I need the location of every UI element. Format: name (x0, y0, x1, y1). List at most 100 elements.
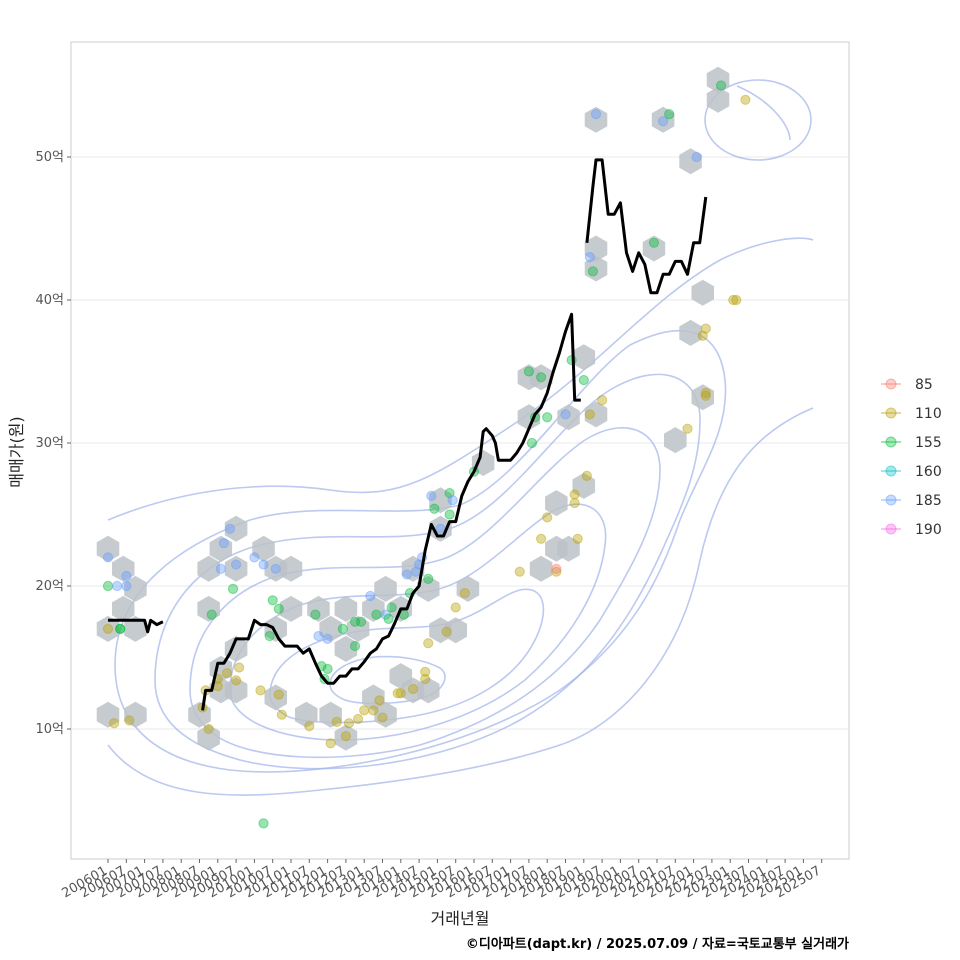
hexbin-cell (529, 364, 553, 391)
hexbin-cell (529, 555, 553, 582)
data-point (115, 623, 126, 635)
data-point (447, 495, 458, 506)
source-caption: ©디아파트(dapt.kr) / 2025.07.09 / 자료=국토교통부 실… (466, 936, 849, 952)
data-point (658, 116, 669, 127)
hexbin-cell (471, 450, 495, 476)
y-tick-label: 50억 (35, 150, 64, 165)
legend-key-dot (885, 494, 897, 506)
contour-line (107, 237, 814, 521)
data-point (386, 602, 397, 613)
hexbin-cell (197, 595, 220, 622)
data-point (648, 237, 660, 248)
data-point (691, 151, 702, 163)
data-point (441, 626, 452, 637)
hexbin-cell (374, 575, 397, 602)
hexbin-cell (584, 106, 608, 133)
hexbin-cell (651, 106, 675, 133)
data-point (429, 503, 440, 514)
hexbin-cell (362, 595, 385, 622)
hexbin-layer (96, 66, 730, 751)
data-point (102, 552, 114, 563)
contour-line (329, 655, 446, 705)
data-point (349, 640, 361, 652)
data-point (304, 721, 315, 732)
hexbin-cell (252, 535, 275, 562)
data-point (560, 409, 571, 420)
data-point (206, 609, 217, 620)
hexbin-cell (334, 595, 358, 622)
x-axis: 2006012006072007012007072008012008072009… (60, 859, 824, 901)
data-point (401, 569, 412, 580)
hexbin-cell (209, 535, 233, 562)
hexbin-cell (124, 575, 147, 602)
data-point (420, 673, 431, 685)
data-point (356, 616, 367, 627)
data-point (322, 663, 333, 675)
hexbin-cell (584, 255, 608, 282)
legend-label: 160 (915, 464, 942, 480)
data-point (121, 580, 132, 592)
y-tick-label: 30억 (35, 436, 64, 451)
contour-line (736, 85, 791, 141)
data-point (234, 662, 245, 673)
hexbin-cell (642, 235, 666, 262)
hexbin-cell (224, 515, 248, 542)
data-point (221, 668, 233, 679)
hexbin-cell (417, 677, 440, 704)
data-point (426, 490, 437, 502)
hexbin-cell (188, 701, 211, 728)
data-point (587, 266, 599, 277)
legend-key-dot (885, 407, 897, 419)
hexbin-cell (112, 595, 135, 622)
hexbin-cell (334, 635, 358, 662)
hexbin-cell (417, 575, 440, 602)
data-point (374, 695, 385, 706)
hexbin-cell (691, 384, 714, 411)
hexbin-cell (572, 344, 596, 371)
legend-key-dot (885, 465, 897, 477)
hexbin-cell (679, 319, 702, 346)
plot-panel (70, 41, 850, 860)
data-point (109, 718, 120, 729)
hexbin-cell (319, 615, 342, 642)
data-point (258, 559, 269, 570)
data-point (325, 738, 336, 749)
data-point (102, 580, 114, 592)
data-point (337, 623, 348, 635)
hexbin-cell (264, 615, 287, 642)
data-point (584, 409, 596, 420)
hexbin-cell (124, 615, 147, 642)
data-point (258, 818, 269, 829)
data-point (407, 683, 419, 695)
y-tick-label: 40억 (35, 293, 64, 308)
hexbin-cell (401, 555, 425, 582)
hexbin-cell (96, 535, 120, 562)
hexbin-cell (264, 684, 287, 711)
data-point (551, 563, 562, 574)
data-point (124, 715, 135, 726)
y-axis: 10억 20억 30억 40억 50억 (35, 150, 71, 737)
hexbin-cell (706, 66, 730, 93)
data-point (322, 633, 333, 645)
hexbin-cell (557, 535, 580, 562)
data-point (728, 294, 739, 306)
data-point (700, 387, 711, 399)
data-point (395, 688, 406, 699)
trend-segment (108, 618, 164, 634)
hexbin-cell (197, 555, 220, 582)
trend-segment (585, 158, 708, 295)
data-point (700, 323, 711, 334)
data-point (536, 372, 547, 383)
legend-key-dot (885, 378, 897, 390)
data-point (581, 470, 592, 481)
legend-label: 155 (915, 435, 942, 451)
data-point (569, 497, 580, 509)
data-point (224, 523, 236, 534)
data-point (359, 705, 370, 716)
hexbin-cell (334, 724, 358, 751)
data-point (227, 583, 239, 594)
y-axis-title: 매매가(원) (7, 416, 26, 487)
hexbin-cell (224, 677, 248, 704)
data-point (380, 609, 391, 620)
data-point (112, 580, 123, 592)
